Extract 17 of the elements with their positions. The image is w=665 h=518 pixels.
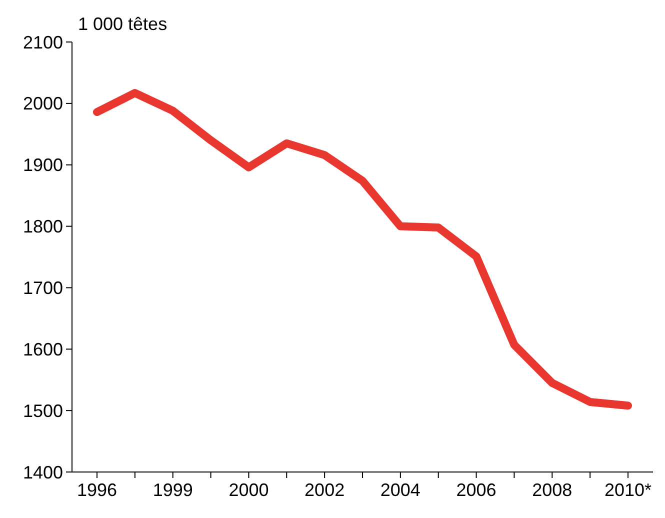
x-tick-label: 1996 bbox=[76, 480, 118, 500]
y-tick-label: 1600 bbox=[22, 339, 63, 360]
y-tick-label: 2000 bbox=[22, 94, 63, 114]
y-axis-title: 1 000 têtes bbox=[78, 14, 168, 34]
y-tick-label: 2100 bbox=[22, 32, 63, 52]
y-tick-label: 1700 bbox=[22, 278, 63, 298]
x-tick-label: 2000 bbox=[228, 480, 269, 500]
y-tick-label: 1900 bbox=[22, 155, 63, 176]
x-tick-label: 2010* bbox=[604, 480, 652, 500]
x-tick-label: 2004 bbox=[380, 480, 420, 500]
x-tick-label: 2006 bbox=[456, 480, 496, 500]
y-tick-label: 1400 bbox=[22, 462, 63, 482]
x-tick-label: 2002 bbox=[304, 480, 345, 500]
x-tick-label: 1999 bbox=[152, 480, 193, 500]
x-tick-label: 2008 bbox=[532, 480, 572, 500]
y-tick-label: 1500 bbox=[22, 400, 63, 421]
y-tick-label: 1800 bbox=[22, 216, 63, 237]
